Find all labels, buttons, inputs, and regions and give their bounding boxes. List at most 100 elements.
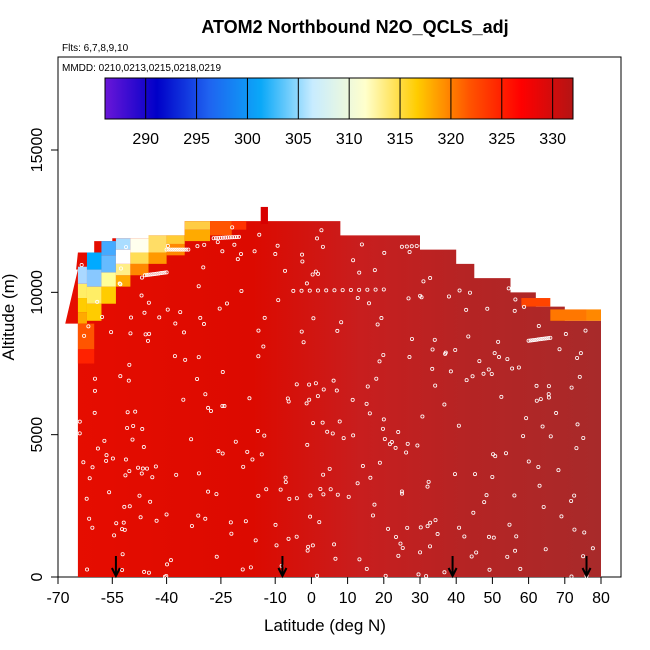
sample-point — [335, 328, 340, 333]
sample-point — [489, 371, 494, 376]
sample-point — [138, 515, 143, 520]
sample-point — [524, 416, 529, 421]
sample-point — [320, 420, 325, 425]
sample-point — [505, 554, 510, 559]
sample-point — [127, 504, 132, 509]
sample-point — [139, 471, 144, 476]
track-point — [409, 244, 414, 249]
sample-point — [472, 472, 477, 477]
track-point — [544, 336, 549, 341]
track-point — [154, 271, 159, 276]
track-point — [160, 270, 165, 275]
track-point — [414, 244, 419, 249]
sample-point — [90, 465, 95, 470]
track-point — [454, 241, 459, 246]
track-point — [357, 287, 362, 292]
sample-point — [506, 286, 511, 291]
sample-point — [578, 351, 583, 356]
colorbar-tick-label: 295 — [183, 131, 210, 148]
sample-point — [294, 496, 299, 501]
sample-point — [572, 527, 577, 532]
sample-point — [516, 365, 521, 370]
upper-band-cell — [130, 238, 149, 253]
sample-point — [110, 456, 115, 461]
profile-arrow-head — [581, 567, 592, 579]
sample-point — [129, 315, 134, 320]
sample-point — [540, 424, 545, 429]
sample-point — [77, 431, 82, 436]
sample-point — [457, 525, 462, 530]
track-point — [449, 242, 454, 247]
colorbar-tick-label: 315 — [387, 131, 414, 148]
sample-point — [178, 310, 183, 315]
track-point — [184, 247, 189, 252]
track-point — [186, 247, 191, 252]
sample-point — [372, 502, 377, 507]
sample-point — [147, 331, 152, 336]
sample-point — [196, 284, 201, 289]
sample-point — [442, 402, 447, 407]
sample-point — [307, 397, 312, 402]
sample-point — [214, 492, 219, 497]
sample-point — [464, 378, 469, 383]
track-point — [176, 247, 181, 252]
upper-band-cell — [86, 269, 102, 287]
sample-point — [470, 374, 475, 379]
upper-color-layer — [77, 221, 601, 364]
track-point — [340, 288, 345, 293]
sample-point — [275, 243, 280, 248]
track-point — [172, 247, 177, 252]
upper-band-cell — [115, 275, 131, 287]
sample-point — [195, 244, 200, 249]
sample-point — [350, 397, 355, 402]
sample-point — [148, 499, 153, 504]
upper-band-cell — [166, 235, 185, 244]
sample-point — [426, 479, 431, 484]
sample-point — [366, 301, 371, 306]
sample-point — [310, 543, 315, 548]
sample-point — [136, 465, 141, 470]
sample-point — [256, 328, 261, 333]
sample-point — [196, 513, 201, 518]
sample-point — [294, 382, 299, 387]
sample-point — [316, 271, 321, 276]
sample-point — [346, 494, 351, 499]
sample-point — [407, 250, 412, 255]
upper-band-cell — [210, 221, 232, 236]
sample-point — [299, 329, 304, 334]
track-point — [315, 288, 320, 293]
sample-point — [208, 408, 213, 413]
sample-point — [364, 566, 369, 571]
sample-point — [262, 433, 267, 438]
sample-point — [493, 454, 498, 459]
y-tick-label: 10000 — [29, 270, 46, 315]
sample-point — [491, 535, 496, 540]
sample-point — [400, 545, 405, 550]
sample-point — [233, 439, 238, 444]
y-tick-label: 15000 — [29, 128, 46, 173]
track-point — [434, 242, 439, 247]
sample-point — [365, 384, 370, 389]
track-point — [223, 235, 228, 240]
sample-point — [304, 401, 309, 406]
sample-point — [335, 492, 340, 497]
sample-point — [457, 288, 462, 293]
track-point — [166, 247, 171, 252]
sample-point — [165, 562, 170, 567]
track-point — [178, 247, 183, 252]
sample-point — [425, 484, 430, 489]
sample-point — [146, 300, 151, 305]
sample-point — [305, 442, 310, 447]
sample-point — [442, 570, 447, 575]
sample-point — [230, 225, 235, 230]
sample-point — [377, 460, 382, 465]
sample-point — [95, 446, 100, 451]
x-tick-label: -55 — [101, 590, 124, 607]
x-tick-label: 40 — [447, 590, 465, 607]
sample-point — [590, 546, 595, 551]
track-point — [419, 243, 424, 248]
sample-point — [79, 263, 84, 268]
track-point — [444, 242, 449, 247]
sample-point — [173, 321, 178, 326]
sample-point — [421, 279, 426, 284]
